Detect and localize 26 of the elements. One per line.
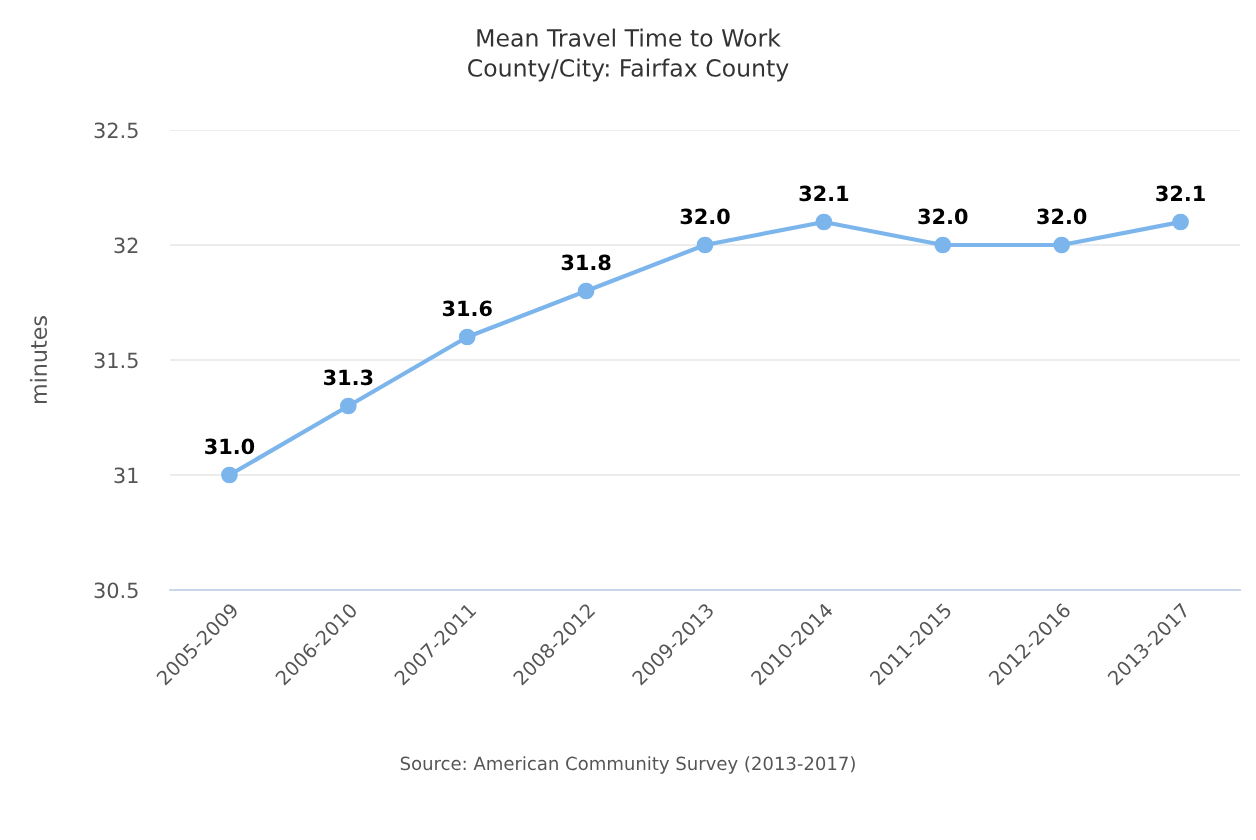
y-axis-title: minutes: [29, 316, 48, 403]
data-label: 31.0: [205, 438, 255, 455]
y-tick-label: 32.5: [94, 122, 138, 139]
data-label: 31.3: [324, 369, 373, 386]
y-tick-label: 31: [114, 467, 138, 484]
data-label: 31.8: [561, 254, 611, 271]
point: [221, 466, 238, 484]
point: [1172, 213, 1189, 231]
data-label: 32.0: [918, 208, 968, 225]
point: [577, 282, 595, 300]
data-label: 32.0: [1037, 208, 1087, 225]
y-tick-label: 31.5: [94, 352, 138, 369]
point: [815, 213, 833, 231]
chart-title: Mean Travel Time to Work County/City: Fairfax County: [468, 28, 789, 82]
data-label: 32.1: [1156, 185, 1205, 202]
data-label: 32.1: [799, 185, 849, 202]
source-note: Source: American Community Survey (2013-2017): [400, 756, 855, 774]
y-tick-label: 32: [114, 237, 138, 254]
point: [1053, 236, 1071, 254]
point: [339, 397, 357, 415]
data-label: 31.6: [442, 300, 492, 317]
y-tick-label: 30.5: [94, 582, 138, 599]
data-label: 32.0: [680, 208, 730, 225]
point: [696, 236, 714, 254]
point: [458, 328, 476, 346]
point: [934, 236, 952, 254]
